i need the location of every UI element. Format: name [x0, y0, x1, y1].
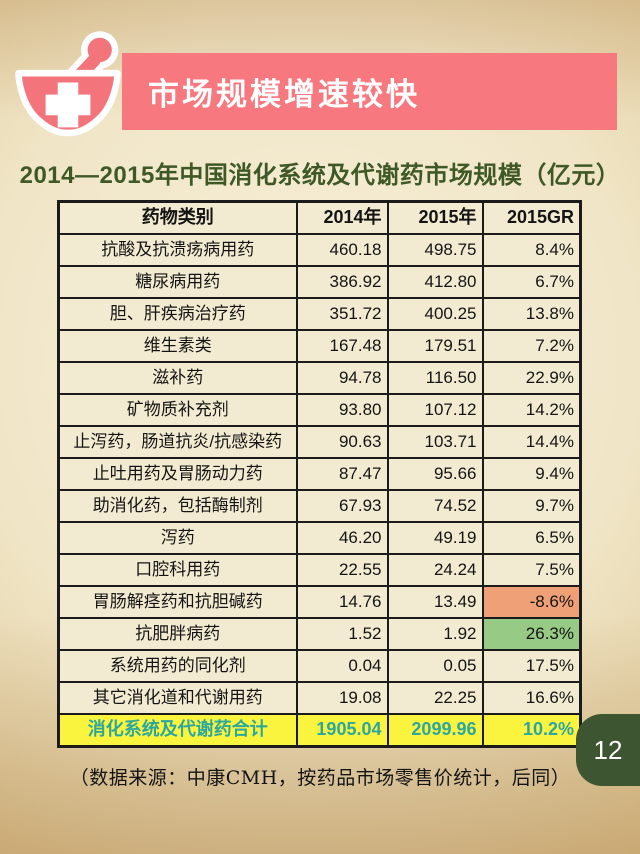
value-cell: 400.25	[386, 297, 484, 331]
table-row: 维生素类 167.48 179.51 7.2%	[57, 329, 582, 363]
value-cell: 116.50	[386, 361, 484, 395]
column-header: 2015年	[386, 200, 484, 235]
category-cell: 止泻药，肠道抗炎/抗感染药	[57, 425, 298, 459]
total-row: 消化系统及代谢药合计 1905.04 2099.96 10.2%	[57, 713, 582, 748]
value-cell: 87.47	[295, 457, 389, 491]
value-cell: 1.92	[386, 617, 484, 651]
value-cell: 167.48	[295, 329, 389, 363]
value-cell: 14.2%	[481, 393, 582, 427]
category-cell: 矿物质补充剂	[57, 393, 298, 427]
highlighted-value-cell: -8.6%	[481, 585, 582, 619]
table-row: 止吐用药及胃肠动力药 87.47 95.66 9.4%	[57, 457, 582, 491]
column-header: 药物类别	[57, 200, 298, 235]
value-cell: 412.80	[386, 265, 484, 299]
value-cell: 179.51	[386, 329, 484, 363]
table-row: 抗酸及抗溃疡病用药 460.18 498.75 8.4%	[57, 233, 582, 267]
title-banner: 市场规模增速较快	[122, 53, 617, 130]
table-row: 胆、肝疾病治疗药 351.72 400.25 13.8%	[57, 297, 582, 331]
value-cell: 14.4%	[481, 425, 582, 459]
table-row: 其它消化道和代谢用药 19.08 22.25 16.6%	[57, 681, 582, 715]
value-cell: 386.92	[295, 265, 389, 299]
category-cell: 助消化药，包括酶制剂	[57, 489, 298, 523]
table-row: 泻药 46.20 49.19 6.5%	[57, 521, 582, 555]
table-row: 糖尿病用药 386.92 412.80 6.7%	[57, 265, 582, 299]
table-row: 口腔科用药 22.55 24.24 7.5%	[57, 553, 582, 587]
table-row: 止泻药，肠道抗炎/抗感染药 90.63 103.71 14.4%	[57, 425, 582, 459]
table-row: 系统用药的同化剂 0.04 0.05 17.5%	[57, 649, 582, 683]
category-cell: 胃肠解痉药和抗胆碱药	[57, 585, 298, 619]
category-cell: 抗肥胖病药	[57, 617, 298, 651]
value-cell: 2099.96	[386, 713, 484, 748]
value-cell: 22.9%	[481, 361, 582, 395]
table-title: 2014—2015年中国消化系统及代谢药市场规模（亿元）	[19, 162, 621, 189]
category-cell: 抗酸及抗溃疡病用药	[57, 233, 298, 267]
value-cell: 19.08	[295, 681, 389, 715]
value-cell: 0.05	[386, 649, 484, 683]
value-cell: 107.12	[386, 393, 484, 427]
value-cell: 460.18	[295, 233, 389, 267]
value-cell: 93.80	[295, 393, 389, 427]
value-cell: 9.7%	[481, 489, 582, 523]
highlighted-value-cell: 26.3%	[481, 617, 582, 651]
value-cell: 16.6%	[481, 681, 582, 715]
value-cell: 7.5%	[481, 553, 582, 587]
page-number: 12	[593, 734, 623, 765]
table-row: 滋补药 94.78 116.50 22.9%	[57, 361, 582, 395]
value-cell: 13.49	[386, 585, 484, 619]
value-cell: 9.4%	[481, 457, 582, 491]
category-cell: 胆、肝疾病治疗药	[57, 297, 298, 331]
value-cell: 1905.04	[295, 713, 389, 748]
value-cell: 103.71	[386, 425, 484, 459]
table-row: 抗肥胖病药 1.52 1.92 26.3%	[57, 617, 582, 651]
value-cell: 6.7%	[481, 265, 582, 299]
value-cell: 0.04	[295, 649, 389, 683]
market-size-table: 药物类别 2014年 2015年 2015GR 抗酸及抗溃疡病用药 460.18 498.…	[57, 200, 582, 748]
category-cell: 滋补药	[57, 361, 298, 395]
value-cell: 95.66	[386, 457, 484, 491]
value-cell: 49.19	[386, 521, 484, 555]
value-cell: 13.8%	[481, 297, 582, 331]
category-cell: 其它消化道和代谢用药	[57, 681, 298, 715]
page-title: 市场规模增速较快	[148, 77, 420, 112]
value-cell: 14.76	[295, 585, 389, 619]
data-source-note: （数据来源：中康CMH，按药品市场零售价统计，后同）	[69, 767, 571, 789]
value-cell: 22.25	[386, 681, 484, 715]
category-cell: 泻药	[57, 521, 298, 555]
mortar-pestle-icon	[12, 28, 124, 152]
value-cell: 74.52	[386, 489, 484, 523]
category-cell: 系统用药的同化剂	[57, 649, 298, 683]
value-cell: 6.5%	[481, 521, 582, 555]
value-cell: 24.24	[386, 553, 484, 587]
table-header-row: 药物类别 2014年 2015年 2015GR	[57, 200, 582, 235]
value-cell: 10.2%	[481, 713, 582, 748]
value-cell: 351.72	[295, 297, 389, 331]
value-cell: 90.63	[295, 425, 389, 459]
value-cell: 8.4%	[481, 233, 582, 267]
value-cell: 22.55	[295, 553, 389, 587]
value-cell: 7.2%	[481, 329, 582, 363]
category-cell: 消化系统及代谢药合计	[57, 713, 298, 748]
value-cell: 46.20	[295, 521, 389, 555]
page-number-badge: 12	[576, 714, 640, 786]
table-row: 胃肠解痉药和抗胆碱药 14.76 13.49 -8.6%	[57, 585, 582, 619]
value-cell: 94.78	[295, 361, 389, 395]
category-cell: 维生素类	[57, 329, 298, 363]
column-header: 2014年	[295, 200, 389, 235]
category-cell: 糖尿病用药	[57, 265, 298, 299]
value-cell: 17.5%	[481, 649, 582, 683]
value-cell: 498.75	[386, 233, 484, 267]
table-row: 助消化药，包括酶制剂 67.93 74.52 9.7%	[57, 489, 582, 523]
category-cell: 止吐用药及胃肠动力药	[57, 457, 298, 491]
value-cell: 1.52	[295, 617, 389, 651]
value-cell: 67.93	[295, 489, 389, 523]
column-header: 2015GR	[481, 200, 582, 235]
category-cell: 口腔科用药	[57, 553, 298, 587]
table-row: 矿物质补充剂 93.80 107.12 14.2%	[57, 393, 582, 427]
